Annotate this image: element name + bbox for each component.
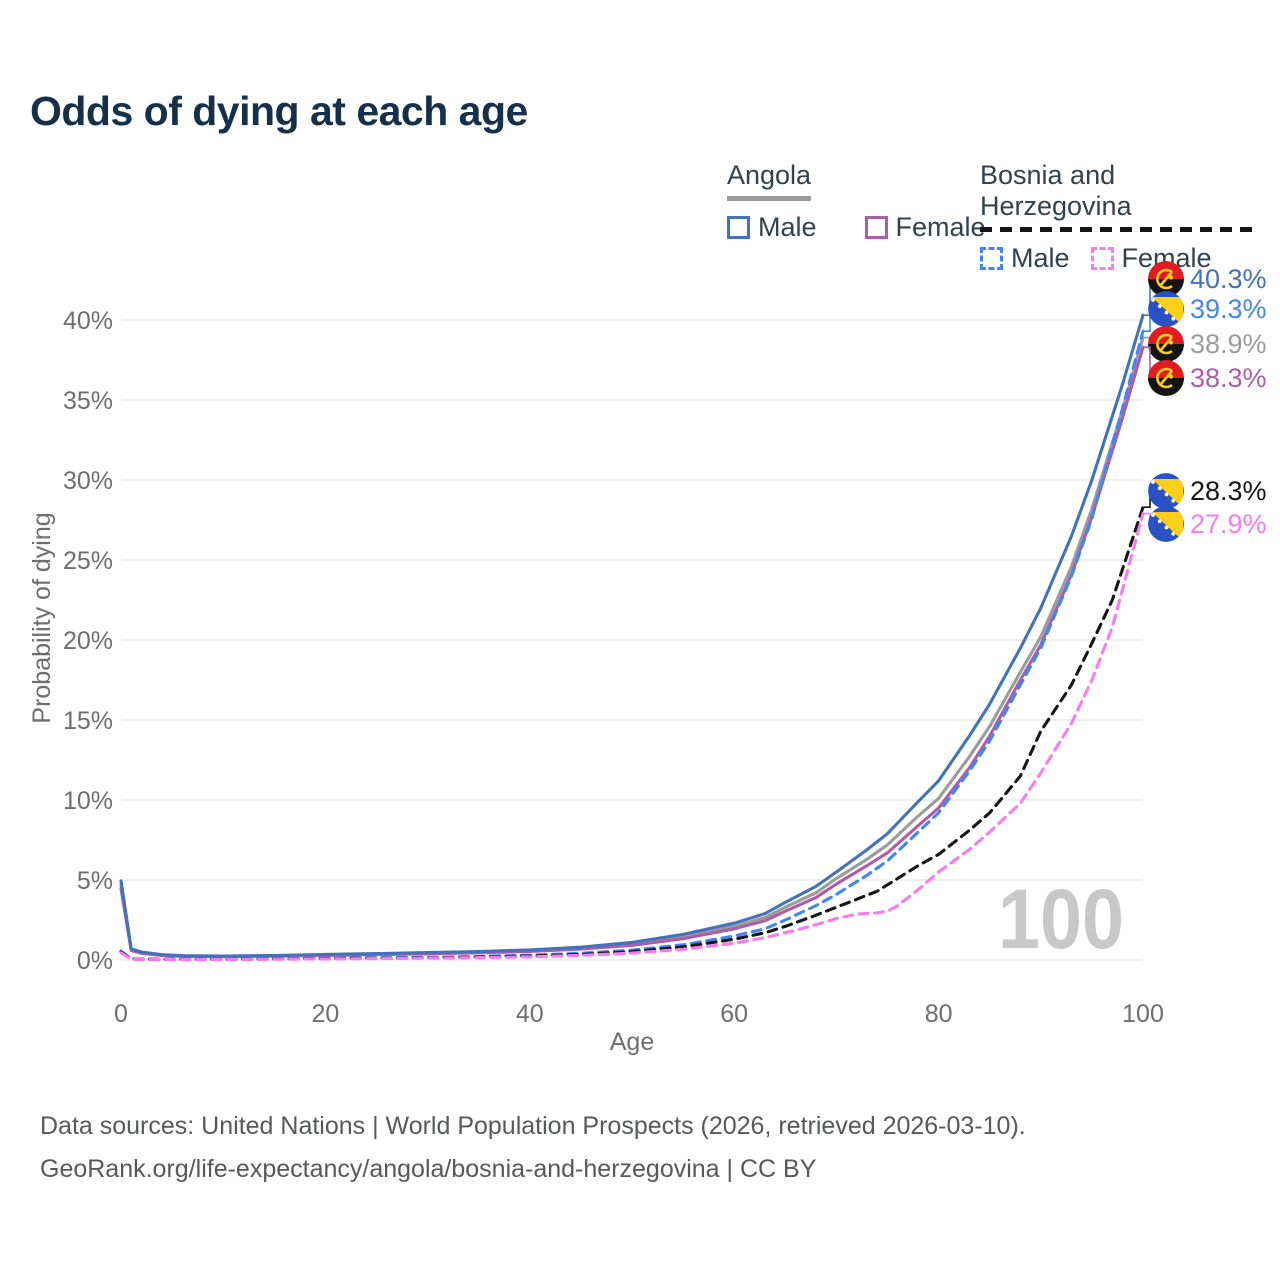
series-line-angola-female <box>119 345 1145 959</box>
y-tick-label-5: 5% <box>77 867 113 895</box>
gridlines-layer: 0% 5% 10% 15% 20% 25% 30% 35% 40% 0 20 40 60 80 100 <box>63 307 1164 1028</box>
series-line-angola-male <box>119 313 1145 958</box>
x-tick-label-60: 60 <box>720 1000 748 1028</box>
legend-item-label: Male <box>1011 243 1070 273</box>
footer: Data sources: United Nations | World Pop… <box>40 1105 1026 1191</box>
end-value-label-bosnia-male: 39.3% <box>1190 294 1267 324</box>
x-tick-label-0: 0 <box>114 1000 128 1028</box>
series-line-angola-all <box>119 336 1145 958</box>
legend-item-label: Female <box>895 212 986 242</box>
y-tick-label-0: 0% <box>77 947 113 975</box>
legend-item-angola-male: Male <box>727 212 817 243</box>
series-line-bosnia-female <box>119 512 1145 962</box>
legend-items-angola: Male Female <box>727 212 986 243</box>
legend-line-swatch-bosnia <box>980 227 1254 232</box>
series-line-bosnia-male <box>119 329 1145 961</box>
page-title: Odds of dying at each age <box>30 88 528 134</box>
annotations-layer: 40.3%39.3% 38.9% 38.3% 28.3%27.9% <box>1144 261 1267 542</box>
end-value-label-angola-all: 38.9% <box>1190 329 1267 359</box>
end-value-label-angola-female: 38.3% <box>1190 363 1267 393</box>
flag-icon-angola-angola-all <box>1148 326 1184 362</box>
legend-swatch-icon <box>864 216 888 239</box>
legend-group-title-bosnia: Bosnia and Herzegovina <box>980 160 1132 221</box>
x-tick-label-40: 40 <box>516 1000 544 1028</box>
end-value-label-bosnia-all: 28.3% <box>1190 476 1267 506</box>
legend-items-bosnia: Male Female <box>980 243 1254 274</box>
x-tick-label-20: 20 <box>311 1000 339 1028</box>
legend-swatch-icon <box>980 247 1003 270</box>
x-tick-label-100: 100 <box>1122 1000 1164 1028</box>
series-layer <box>119 313 1145 962</box>
legend-swatch-icon <box>727 216 750 239</box>
end-value-label-angola-male: 40.3% <box>1190 264 1267 294</box>
y-tick-label-25: 25% <box>63 547 113 575</box>
legend-line-swatch-angola <box>727 196 811 201</box>
footer-data-sources: Data sources: United Nations | World Pop… <box>40 1112 1026 1140</box>
y-tick-label-10: 10% <box>63 787 113 815</box>
x-tick-label-80: 80 <box>925 1000 953 1028</box>
y-tick-label-15: 15% <box>63 707 113 735</box>
flag-icon-bosnia-bosnia-all <box>1148 473 1184 509</box>
flag-icon-angola-angola-female <box>1148 360 1184 396</box>
legend-group-title-angola: Angola <box>727 160 812 190</box>
y-axis-title: Probability of dying <box>28 512 56 723</box>
y-tick-label-40: 40% <box>63 307 113 335</box>
end-value-label-bosnia-female: 27.9% <box>1190 509 1267 539</box>
watermark-age: 100 <box>998 872 1124 966</box>
y-tick-label-20: 20% <box>63 627 113 655</box>
legend-item-label: Male <box>758 212 817 242</box>
axes-layer: Probability of dying Age <box>28 512 654 1056</box>
x-axis-title: Age <box>610 1028 654 1056</box>
y-tick-label-30: 30% <box>63 467 113 495</box>
flag-icon-bosnia-bosnia-female <box>1148 506 1184 542</box>
flag-icon-bosnia-bosnia-male <box>1148 291 1184 327</box>
legend-group-bosnia: Bosnia and Herzegovina Male Female <box>980 160 1254 274</box>
footer-attribution: GeoRank.org/life-expectancy/angola/bosni… <box>40 1155 817 1183</box>
legend-item-bosnia-male: Male <box>980 243 1070 274</box>
legend-group-angola: Angola Male Female <box>727 160 986 243</box>
y-tick-label-35: 35% <box>63 387 113 415</box>
legend-item-angola-female: Female <box>864 212 986 243</box>
legend-swatch-icon <box>1090 247 1114 270</box>
